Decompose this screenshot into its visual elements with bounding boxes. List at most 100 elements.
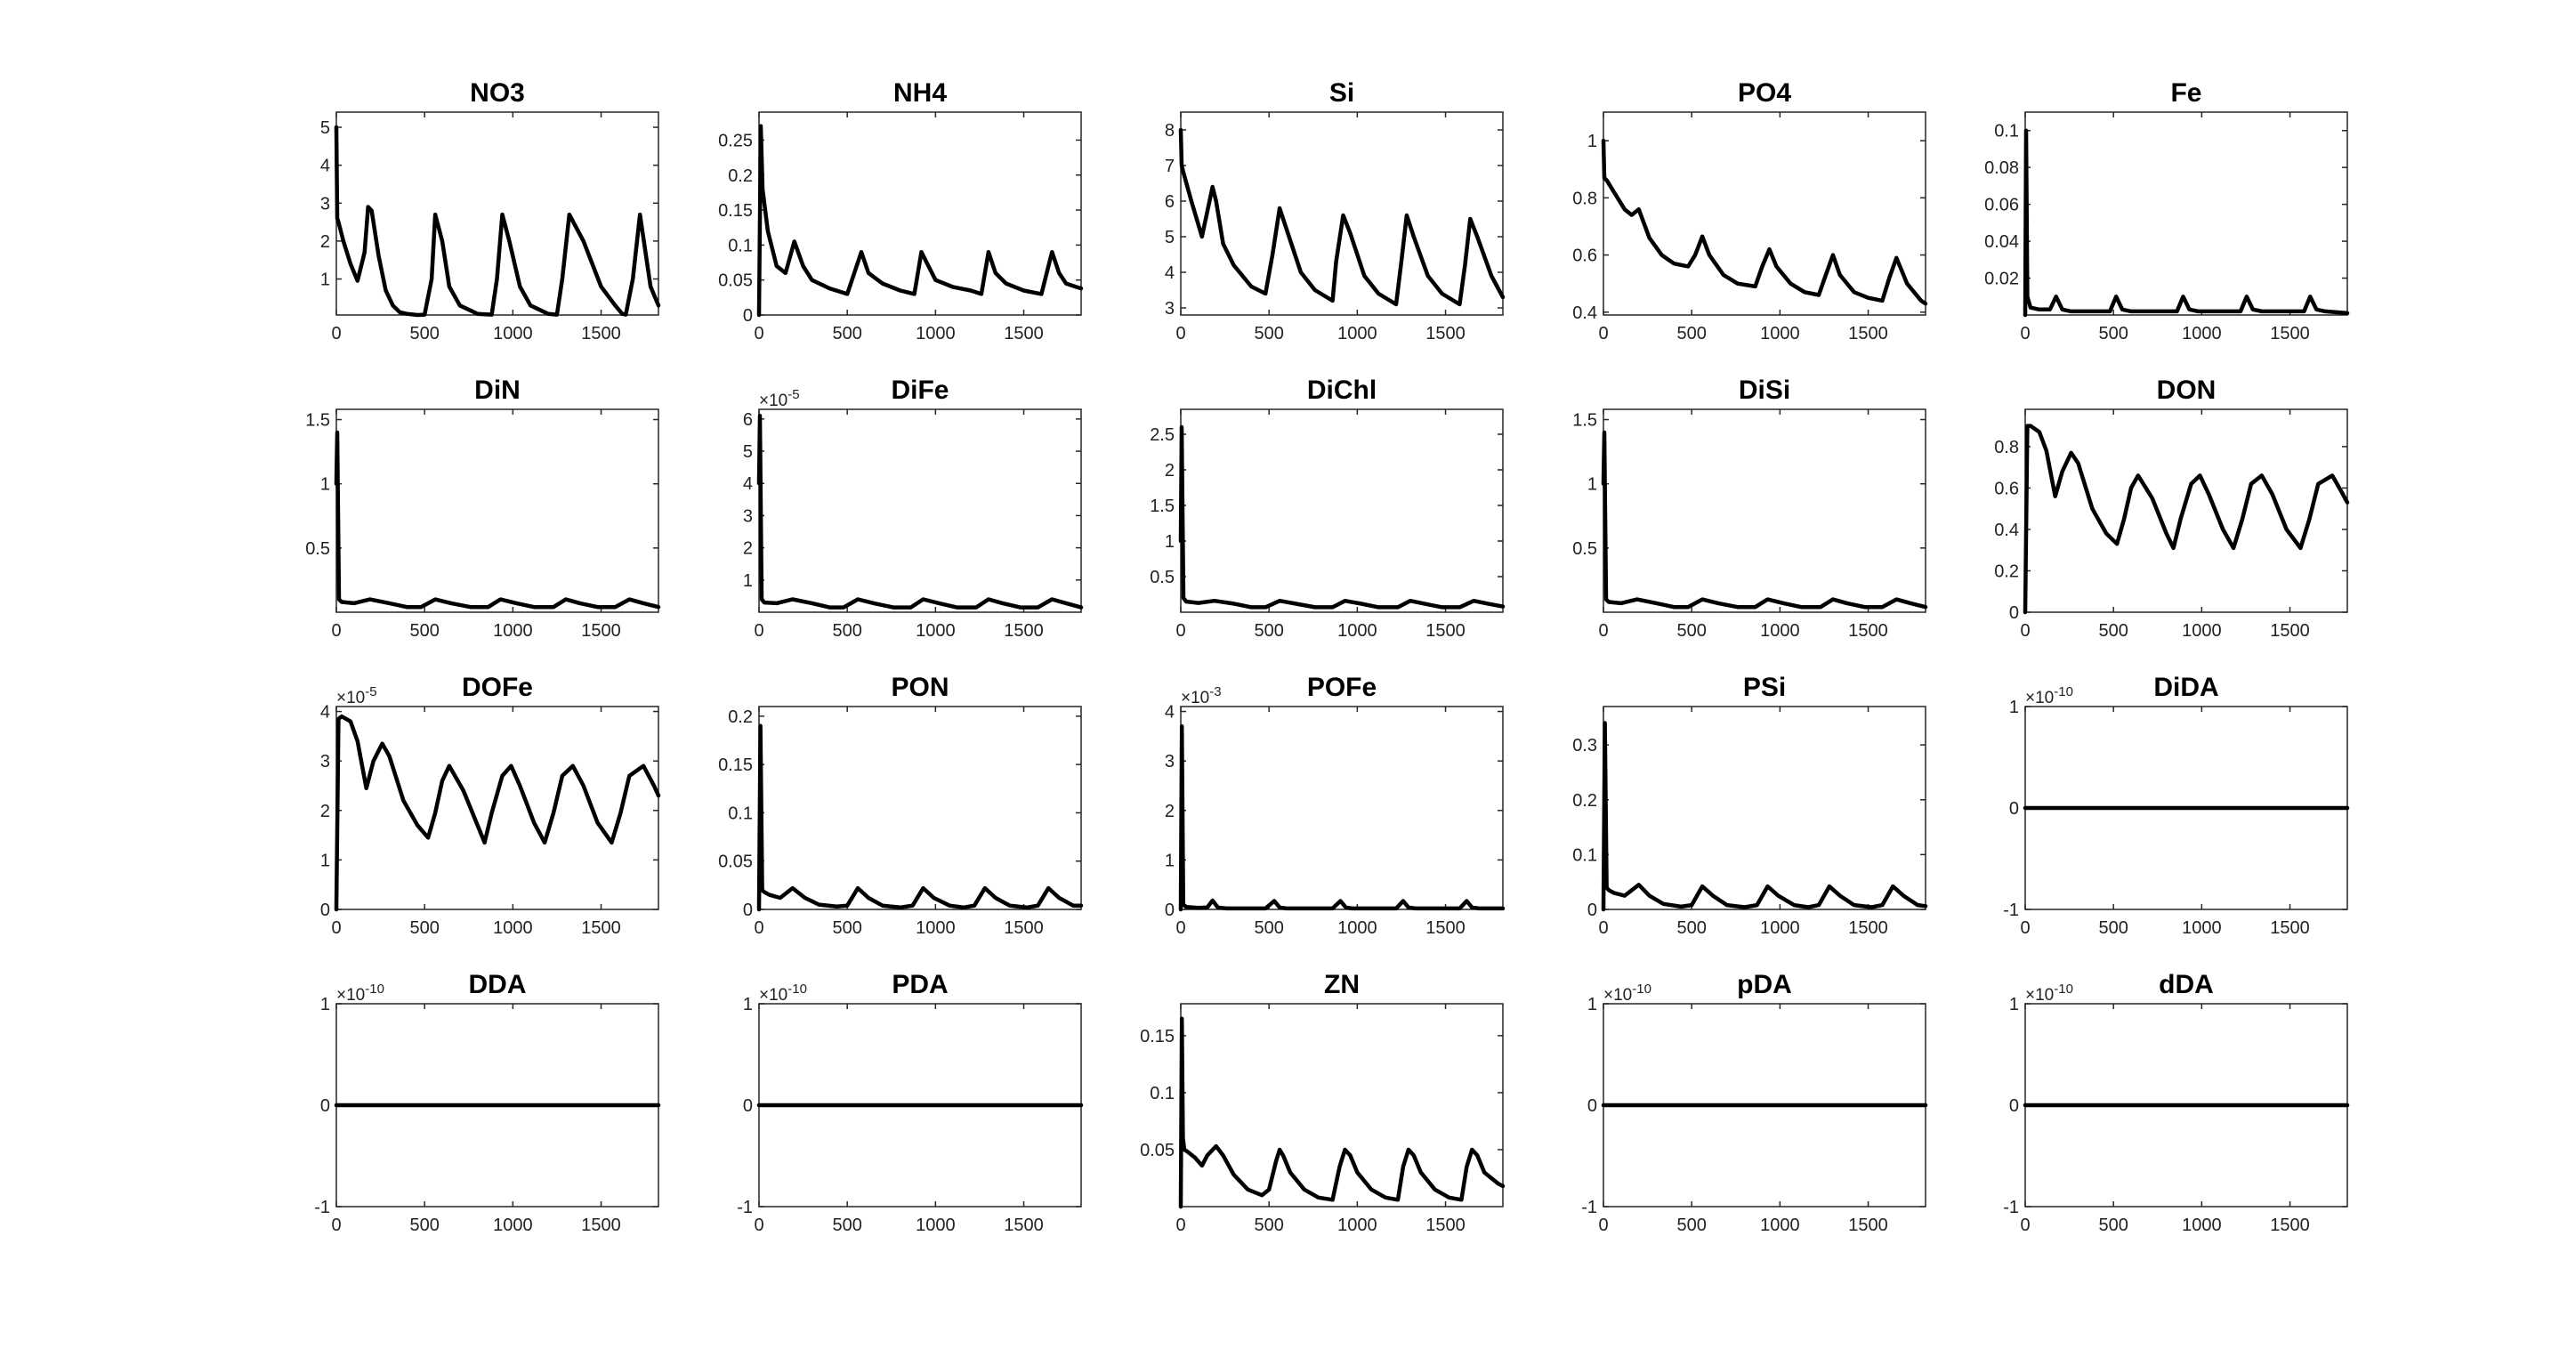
y-tick-label: 0.3 — [1572, 736, 1597, 755]
subplot-no3: NO3 0 500 1000 1500 1 2 3 4 5 — [320, 78, 661, 343]
y-tick-label: 0.6 — [1572, 246, 1597, 266]
subplot-title: NH4 — [893, 78, 947, 108]
y-tick-label: 4 — [1165, 703, 1175, 723]
x-tick-label: 500 — [409, 621, 439, 641]
subplot-pon: PON 0 500 1000 1500 0 0.05 0.1 0.15 0.2 — [718, 673, 1084, 938]
y-tick-label: 0.8 — [1994, 438, 2019, 457]
y-tick-label: 1 — [743, 995, 753, 1014]
x-tick-label: 1000 — [493, 324, 533, 343]
y-exponent-label: ×10-5 — [759, 387, 800, 410]
subplot-title: POFe — [1307, 673, 1377, 702]
subplot-title: PO4 — [1738, 78, 1791, 108]
subplot-title: Si — [1329, 78, 1354, 108]
x-tick-label: 0 — [1598, 324, 1608, 343]
x-tick-label: 0 — [1598, 621, 1608, 641]
y-tick-label: 2.5 — [1150, 425, 1175, 445]
series-line — [1601, 721, 1928, 912]
y-tick-label: 0 — [1165, 901, 1175, 920]
y-tick-label: 0.1 — [1994, 122, 2019, 141]
x-tick-label: 1000 — [1760, 324, 1800, 343]
subplot-title: DiSi — [1739, 376, 1790, 405]
x-tick-label: 1500 — [1004, 1216, 1044, 1235]
y-exponent-value: -5 — [365, 684, 376, 699]
y-tick-label: 0.15 — [1140, 1027, 1175, 1046]
y-tick-label: 0.5 — [1150, 568, 1175, 587]
y-tick-label: 0.1 — [728, 804, 753, 823]
y-tick-label: 0.15 — [718, 755, 753, 775]
x-tick-label: 1000 — [916, 621, 956, 641]
series-line — [334, 714, 661, 912]
x-tick-label: 1500 — [1848, 1216, 1888, 1235]
y-tick-label: -1 — [2003, 1198, 2019, 1217]
y-tick-label: 0.2 — [1572, 791, 1597, 811]
y-tick-label: 4 — [743, 474, 753, 494]
x-tick-label: 500 — [409, 324, 439, 343]
axes-frame — [1180, 706, 1504, 910]
y-tick-label: 5 — [1165, 228, 1175, 247]
axes-frame — [1180, 408, 1504, 613]
y-tick-label: 0.6 — [1994, 479, 2019, 498]
series-line — [1178, 424, 1506, 610]
y-tick-label: 0.5 — [1572, 539, 1597, 559]
x-tick-label: 1500 — [2270, 1216, 2310, 1235]
y-tick-label: 1 — [1587, 475, 1597, 495]
axes-frame — [758, 408, 1082, 613]
x-tick-label: 0 — [1175, 621, 1185, 641]
x-tick-label: 1500 — [1848, 621, 1888, 641]
x-tick-label: 0 — [1175, 324, 1185, 343]
y-tick-label: 0.8 — [1572, 189, 1597, 208]
x-tick-label: 1500 — [581, 1216, 621, 1235]
y-tick-label: 0.5 — [305, 539, 330, 559]
series-line — [756, 413, 1084, 610]
y-tick-label: 2 — [320, 232, 330, 252]
y-exponent-value: -10 — [787, 981, 807, 997]
y-tick-label: 0 — [2009, 603, 2019, 623]
axes-frame — [1603, 408, 1926, 613]
y-tick-label: 1.5 — [305, 411, 330, 431]
subplot-pofe: POFe 0 500 1000 1500 0 1 2 3 4 ×10-3 — [1165, 673, 1506, 938]
x-tick-label: 0 — [754, 918, 763, 938]
y-tick-label: 1.5 — [1150, 497, 1175, 516]
x-tick-label: 1500 — [2270, 918, 2310, 938]
subplot-psi: PSi 0 500 1000 1500 0 0.1 0.2 0.3 — [1572, 673, 1928, 938]
x-tick-label: 1000 — [2182, 324, 2222, 343]
series-line — [1178, 127, 1506, 307]
y-tick-label: 5 — [743, 442, 753, 462]
subplot-title: DiChl — [1307, 376, 1377, 405]
y-tick-label: 0.06 — [1984, 196, 2019, 215]
x-tick-label: 1500 — [1848, 324, 1888, 343]
x-tick-label: 1500 — [1425, 1216, 1466, 1235]
y-tick-label: 3 — [1165, 752, 1175, 771]
y-tick-label: 0 — [743, 901, 753, 920]
y-tick-label: 0 — [1587, 1096, 1597, 1116]
x-tick-label: 1000 — [1337, 918, 1377, 938]
axes-frame — [1180, 1003, 1504, 1208]
y-tick-label: 1 — [320, 271, 330, 290]
x-tick-label: 1000 — [1337, 621, 1377, 641]
y-tick-label: 0 — [320, 1096, 330, 1116]
subplot-title: DiDA — [2153, 673, 2218, 702]
x-tick-label: 1500 — [581, 621, 621, 641]
x-tick-label: 0 — [2020, 621, 2030, 641]
y-tick-label: 3 — [320, 752, 330, 771]
x-tick-label: 1500 — [581, 324, 621, 343]
series-line — [756, 723, 1084, 912]
x-tick-label: 1000 — [916, 324, 956, 343]
y-tick-label: 2 — [1165, 461, 1175, 481]
y-tick-label: -1 — [737, 1198, 753, 1217]
x-tick-label: 500 — [1254, 621, 1283, 641]
x-tick-label: 0 — [331, 1216, 341, 1235]
subplot-dife: DiFe 0 500 1000 1500 1 2 3 4 5 6 ×10-5 — [743, 376, 1084, 641]
y-tick-label: 0.2 — [728, 707, 753, 727]
series-line — [2023, 424, 2350, 615]
axes-frame — [758, 111, 1082, 316]
x-tick-label: 1000 — [1760, 918, 1800, 938]
y-exponent-label: ×10-3 — [1181, 684, 1222, 707]
x-tick-label: 500 — [832, 324, 861, 343]
x-tick-label: 500 — [2098, 1216, 2128, 1235]
y-tick-label: 6 — [743, 410, 753, 430]
axes-frame — [2024, 111, 2348, 316]
y-tick-label: 0.1 — [728, 236, 753, 255]
